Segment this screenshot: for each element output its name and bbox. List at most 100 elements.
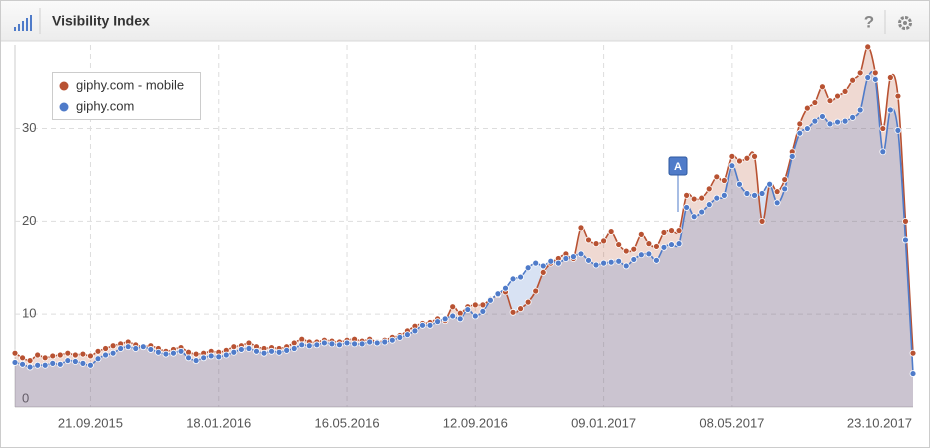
point [864, 74, 872, 81]
point [894, 126, 902, 134]
header [1, 1, 929, 41]
point [19, 354, 26, 362]
legend-marker [59, 102, 69, 112]
point [260, 349, 268, 357]
point [509, 308, 517, 316]
point [615, 241, 623, 248]
point [449, 312, 457, 320]
y-tick-label: 30 [22, 120, 36, 135]
point [796, 120, 804, 128]
area [15, 71, 913, 407]
point [132, 345, 140, 352]
legend-box [52, 72, 201, 120]
point [819, 83, 826, 91]
point [34, 361, 42, 369]
point [154, 348, 162, 356]
point [524, 264, 532, 272]
point [720, 191, 728, 199]
point [56, 360, 64, 368]
point [26, 363, 34, 371]
x-tick-label: 09.01.2017 [571, 415, 636, 430]
point [117, 345, 125, 352]
point [471, 312, 479, 320]
point [222, 351, 230, 359]
point [562, 255, 570, 262]
point [313, 341, 321, 349]
point [713, 194, 721, 202]
point [245, 345, 253, 352]
point [419, 321, 426, 329]
point [79, 350, 87, 358]
point [373, 339, 381, 347]
point [886, 74, 894, 81]
point [909, 349, 917, 357]
point [713, 173, 721, 181]
point [253, 347, 260, 355]
point [705, 201, 713, 209]
y-tick-label: 10 [22, 306, 36, 321]
point [577, 250, 585, 258]
settings-icon[interactable] [898, 16, 912, 30]
y-tick-label: 20 [22, 213, 36, 228]
point [811, 99, 819, 106]
point [305, 342, 313, 350]
point [162, 350, 170, 358]
point [396, 333, 404, 341]
point [849, 114, 857, 121]
help-icon[interactable]: ? [864, 12, 874, 31]
point [720, 177, 728, 184]
point [320, 339, 328, 347]
point [124, 343, 132, 351]
point [773, 188, 781, 196]
point [751, 152, 758, 160]
point [781, 185, 789, 193]
point [298, 335, 306, 343]
point [177, 347, 185, 355]
point [811, 117, 819, 125]
point [351, 340, 358, 348]
point [864, 43, 872, 51]
point [509, 275, 517, 283]
point [336, 341, 343, 349]
point [343, 339, 351, 347]
point [630, 245, 638, 253]
point [64, 357, 72, 364]
area [15, 46, 913, 407]
point [411, 327, 419, 335]
point [736, 157, 743, 165]
point [607, 228, 615, 235]
point [215, 353, 223, 361]
point [479, 307, 487, 315]
point [773, 199, 781, 207]
point [230, 343, 238, 351]
point [487, 296, 494, 304]
point [139, 343, 147, 351]
point [547, 257, 555, 265]
point [653, 243, 660, 250]
point [109, 342, 117, 350]
point [736, 180, 743, 188]
point [456, 315, 464, 323]
point [645, 250, 653, 258]
point [207, 352, 215, 360]
point [71, 358, 79, 365]
point [698, 208, 706, 216]
x-tick-label: 18.01.2016 [186, 415, 251, 430]
point [622, 262, 630, 270]
point [539, 262, 547, 270]
point [849, 76, 857, 84]
point [200, 354, 208, 362]
point [11, 359, 19, 366]
y-tick-label: 0 [22, 390, 29, 405]
point [517, 305, 524, 313]
point [381, 338, 389, 346]
point [366, 338, 374, 346]
point [902, 236, 909, 244]
point [87, 361, 94, 369]
point [886, 106, 894, 114]
header-title: Visibility Index [52, 13, 150, 29]
point [690, 195, 698, 203]
point [147, 346, 155, 353]
point [826, 120, 834, 128]
